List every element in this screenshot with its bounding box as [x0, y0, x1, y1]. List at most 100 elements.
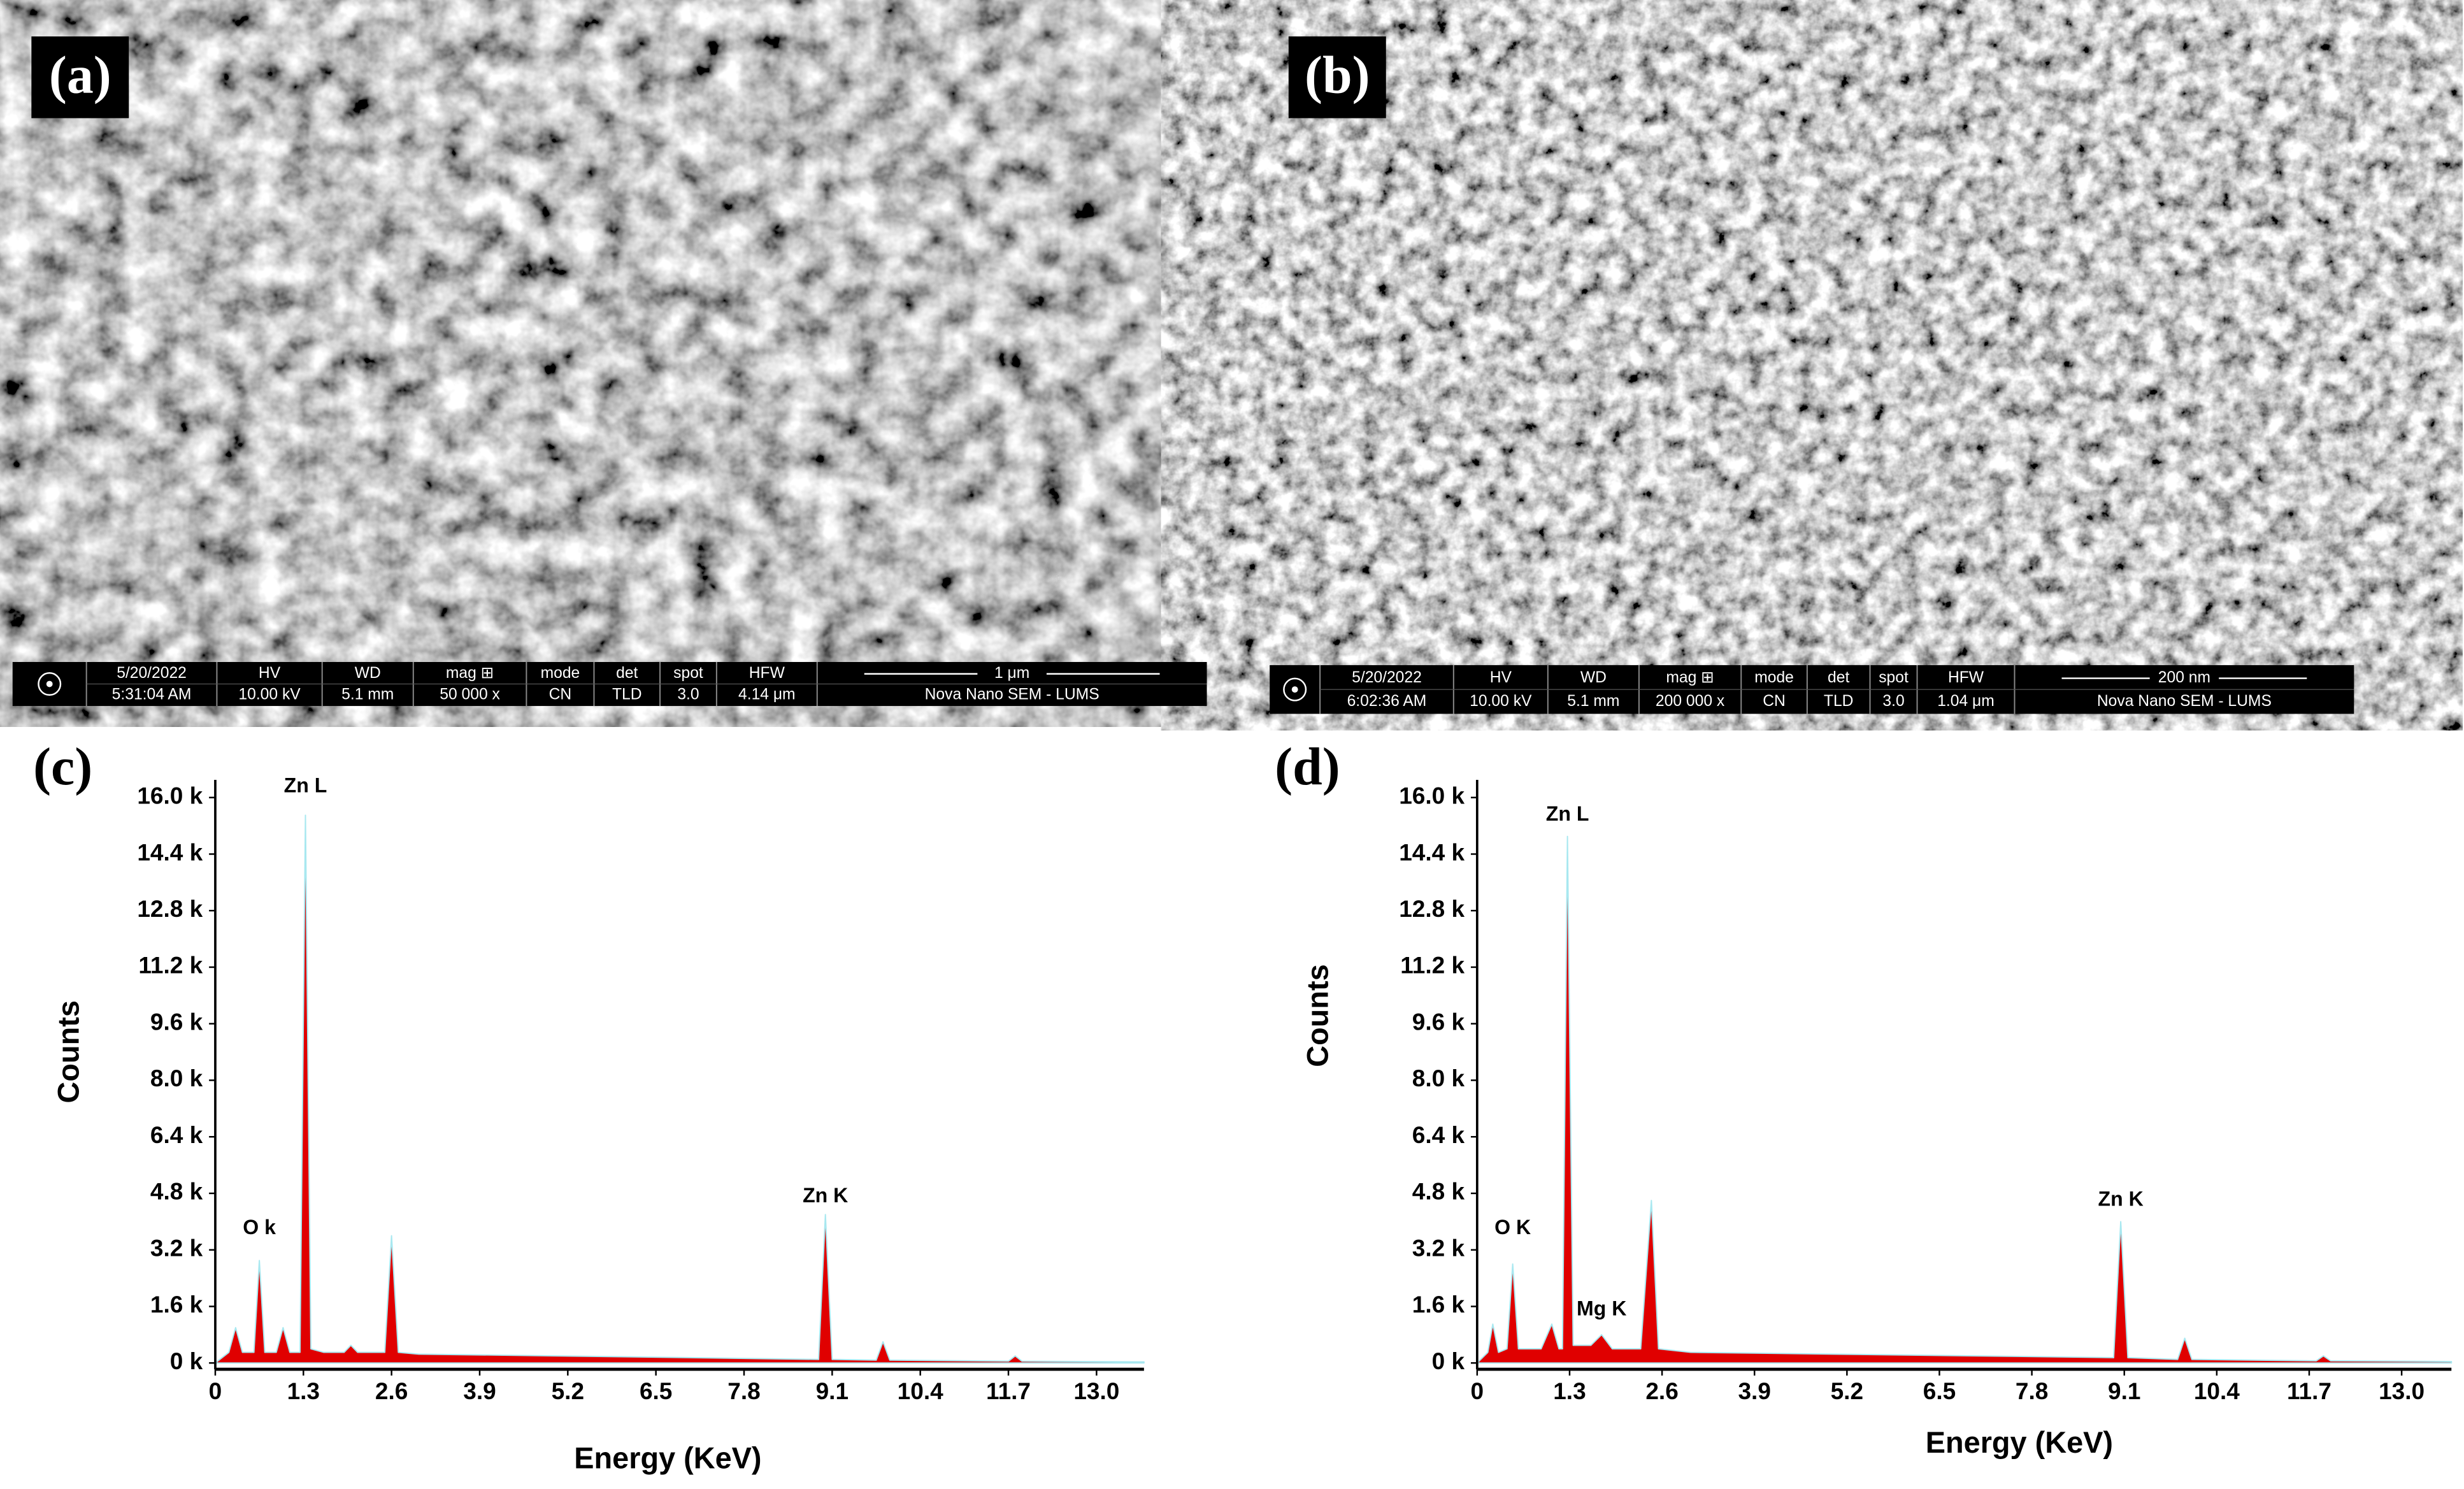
peak-label: Zn K: [803, 1184, 848, 1207]
y-tick-label: 16.0 k: [137, 783, 203, 809]
info-value: CN: [549, 686, 572, 703]
y-tick-label: 4.8 k: [1412, 1179, 1465, 1205]
y-tick-label: 4.8 k: [150, 1179, 203, 1205]
y-tick-label: 12.8 k: [137, 896, 203, 922]
info-label: HFW: [749, 665, 785, 682]
panel-label-box: [1288, 36, 1386, 119]
info-label: WD: [355, 665, 381, 682]
x-tick-label: 10.4: [2194, 1378, 2240, 1404]
info-value: 5:31:04 AM: [112, 686, 192, 703]
info-label: mode: [541, 665, 580, 682]
x-tick-label: 13.0: [1073, 1378, 1119, 1404]
y-tick-label: 14.4 k: [1399, 839, 1465, 865]
info-label: mag ⊞: [1666, 669, 1714, 686]
info-label: HV: [1490, 669, 1512, 686]
y-axis-label: Counts: [52, 1000, 85, 1103]
y-tick-label: 11.2 k: [1400, 953, 1465, 979]
info-label: spot: [673, 665, 703, 682]
y-tick-label: 3.2 k: [1412, 1235, 1465, 1261]
scale-label-bg: [977, 663, 1047, 684]
info-icon: [1283, 677, 1307, 701]
x-tick-label: 0: [209, 1378, 222, 1404]
spectrum-area: [214, 814, 1145, 1364]
scale-label: 200 nm: [2158, 669, 2210, 686]
info-label: mag ⊞: [446, 665, 494, 682]
x-axis-label: Energy (KeV): [574, 1442, 761, 1475]
x-tick-label: 1.3: [1553, 1378, 1586, 1404]
info-value: 5.1 mm: [341, 686, 394, 703]
info-label: 5/20/2022: [1352, 669, 1422, 686]
y-tick-label: 16.0 k: [1399, 783, 1465, 809]
x-tick-label: 2.6: [1645, 1378, 1678, 1404]
info-label: spot: [1879, 669, 1909, 686]
y-tick-label: 8.0 k: [150, 1065, 203, 1091]
x-tick-label: 5.2: [1831, 1378, 1863, 1404]
instrument: Nova Nano SEM - LUMS: [925, 686, 1099, 703]
y-tick-label: 6.4 k: [1412, 1122, 1465, 1148]
y-tick-label: 12.8 k: [1399, 896, 1465, 922]
y-tick-label: 0 k: [170, 1348, 203, 1374]
x-axis-label: Energy (KeV): [1926, 1426, 2113, 1459]
info-icon: [46, 680, 53, 687]
info-value: 5.1 mm: [1567, 693, 1619, 710]
x-tick-label: 7.8: [727, 1378, 760, 1404]
info-value: 1.04 μm: [1937, 693, 1995, 710]
x-tick-label: 6.5: [640, 1378, 672, 1404]
x-tick-label: 1.3: [287, 1378, 320, 1404]
info-value: 6:02:36 AM: [1347, 693, 1427, 710]
spectrum-area: [1476, 835, 2453, 1364]
info-value: 3.0: [677, 686, 699, 703]
scale-label: 1 μm: [994, 665, 1029, 682]
info-value: TLD: [1824, 693, 1854, 710]
y-tick-label: 6.4 k: [150, 1122, 203, 1148]
x-tick-label: 0: [1471, 1378, 1484, 1404]
info-icon: [38, 672, 62, 696]
info-value: 3.0: [1882, 693, 1904, 710]
info-label: HV: [259, 665, 281, 682]
info-value: CN: [1763, 693, 1786, 710]
x-tick-label: 10.4: [898, 1378, 943, 1404]
info-value: 200 000 x: [1656, 693, 1725, 710]
x-tick-label: 13.0: [2379, 1378, 2425, 1404]
y-tick-label: 0 k: [1432, 1348, 1465, 1374]
panel-label-box: [31, 36, 129, 119]
x-tick-label: 6.5: [1923, 1378, 1956, 1404]
y-tick-label: 8.0 k: [1412, 1065, 1465, 1091]
info-label: det: [1828, 669, 1849, 686]
info-label: 5/20/2022: [117, 665, 187, 682]
x-tick-label: 3.9: [1738, 1378, 1770, 1404]
peak-label: O K: [1494, 1216, 1531, 1239]
info-label: mode: [1754, 669, 1794, 686]
sem-image: [12, 14, 1207, 662]
y-tick-label: 1.6 k: [150, 1291, 203, 1318]
peak-label: Zn L: [1546, 802, 1589, 825]
info-value: 10.00 kV: [238, 686, 301, 703]
peak-label: O k: [243, 1216, 276, 1239]
scale-label-bg: [2149, 666, 2219, 689]
y-axis-label: Counts: [1301, 964, 1335, 1067]
panel-label: (b): [1305, 46, 1370, 105]
panel-label: (c): [33, 737, 92, 796]
y-tick-label: 9.6 k: [1412, 1009, 1465, 1035]
x-tick-label: 2.6: [375, 1378, 408, 1404]
info-label: HFW: [1948, 669, 1984, 686]
x-tick-label: 11.7: [2287, 1378, 2331, 1404]
info-value: 50 000 x: [440, 686, 500, 703]
x-tick-label: 5.2: [552, 1378, 584, 1404]
instrument: Nova Nano SEM - LUMS: [2097, 693, 2272, 710]
info-value: 10.00 kV: [1470, 693, 1532, 710]
x-tick-label: 3.9: [463, 1378, 496, 1404]
y-tick-label: 3.2 k: [150, 1235, 203, 1261]
info-value: TLD: [612, 686, 642, 703]
x-tick-label: 7.8: [2016, 1378, 2048, 1404]
y-tick-label: 1.6 k: [1412, 1291, 1465, 1318]
y-tick-label: 14.4 k: [137, 839, 203, 865]
y-tick-label: 9.6 k: [150, 1009, 203, 1035]
panel-label: (d): [1275, 737, 1340, 796]
panel-label: (a): [49, 46, 111, 105]
peak-label: Zn L: [284, 774, 327, 797]
x-tick-label: 9.1: [816, 1378, 849, 1404]
info-icon: [1291, 686, 1298, 693]
